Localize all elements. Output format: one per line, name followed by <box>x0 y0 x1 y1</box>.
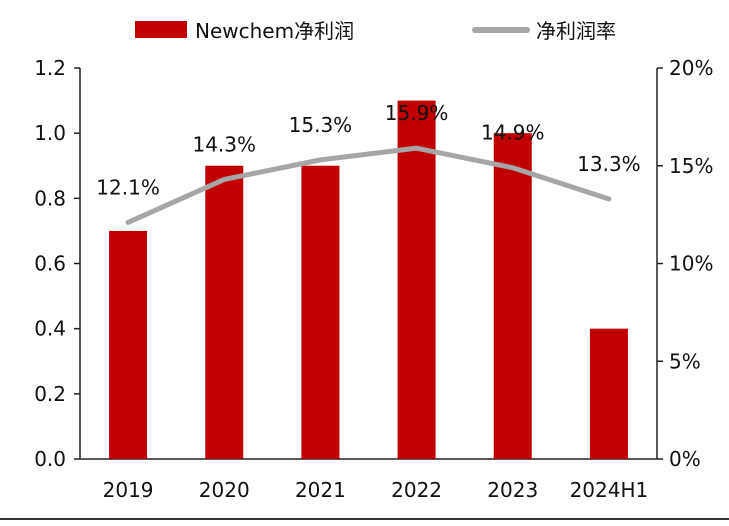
bar-net-profit-2019 <box>109 230 148 459</box>
right-tick-label: 0% <box>669 447 701 471</box>
right-tick-label: 20% <box>669 56 713 80</box>
right-tick-label: 15% <box>669 154 713 178</box>
legend-label-net-margin: 净利润率 <box>536 19 616 43</box>
x-tick-label: 2024H1 <box>570 478 649 502</box>
x-tick-label: 2023 <box>487 478 538 502</box>
bar-net-profit-2022 <box>397 100 436 459</box>
bar-net-profit-2021 <box>301 165 340 459</box>
x-tick-label: 2020 <box>199 478 250 502</box>
x-axis-labels: 2019 2020 2021 2022 2023 2024H1 <box>103 478 649 502</box>
legend-label-net-profit: Newchem净利润 <box>195 19 354 43</box>
left-tick-label: 0.4 <box>34 317 66 341</box>
left-tick-label: 1.0 <box>34 121 66 145</box>
x-tick-label: 2022 <box>391 478 442 502</box>
net-margin-data-label: 15.9% <box>385 101 449 125</box>
left-tick-label: 0.8 <box>34 186 66 210</box>
left-axis-ticks: 0.0 0.2 0.4 0.6 0.8 1.0 1.2 <box>34 56 80 471</box>
net-margin-data-label: 12.1% <box>96 175 160 199</box>
bar-net-profit-2024H1 <box>589 328 628 459</box>
net-margin-data-label: 13.3% <box>577 152 641 176</box>
net-margin-data-label: 14.9% <box>481 121 545 145</box>
line-series: 12.1% 14.3% 15.3% 15.9% 14.9% 13.3% <box>96 101 641 225</box>
left-tick-label: 0.6 <box>34 252 66 276</box>
right-axis-ticks: 0% 5% 10% 15% 20% <box>657 56 713 471</box>
x-tick-label: 2021 <box>295 478 346 502</box>
legend-swatch-net-profit <box>135 21 187 38</box>
x-tick-label: 2019 <box>103 478 154 502</box>
right-tick-label: 5% <box>669 349 701 373</box>
right-tick-label: 10% <box>669 252 713 276</box>
bar-net-profit-2023 <box>493 133 532 459</box>
left-tick-label: 0.2 <box>34 382 66 406</box>
bar-series <box>109 100 628 459</box>
net-margin-line <box>125 145 612 225</box>
legend: Newchem净利润 净利润率 <box>135 19 616 43</box>
left-tick-label: 1.2 <box>34 56 66 80</box>
net-margin-data-label: 15.3% <box>289 113 353 137</box>
left-tick-label: 0.0 <box>34 447 66 471</box>
net-margin-data-label: 14.3% <box>192 132 256 156</box>
bar-net-profit-2020 <box>205 165 244 459</box>
